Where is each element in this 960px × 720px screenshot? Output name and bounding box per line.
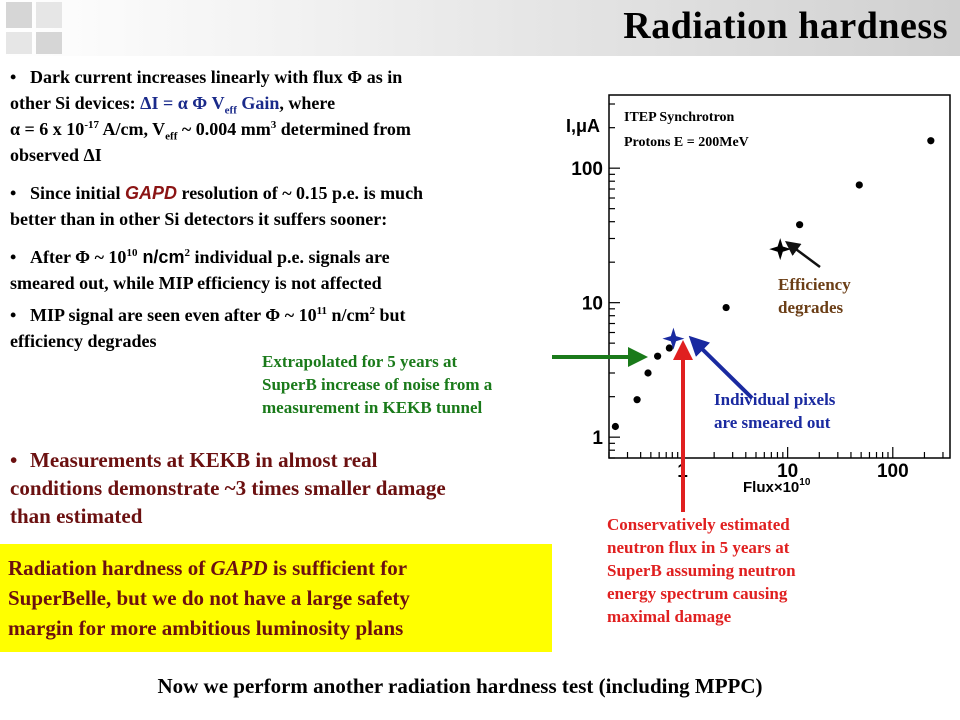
bullet-mip-signal: • MIP signal are seen even after Φ ~ 1011… (10, 302, 570, 354)
chart-legend-line2: Protons E = 200MeV (624, 135, 749, 150)
y-tick-label: 10 (582, 294, 603, 315)
blue-annotation: Individual pixels are smeared out (714, 390, 836, 432)
page-title: Radiation hardness (623, 5, 948, 47)
text-line: other Si devices: (10, 93, 141, 113)
star-marker (769, 238, 792, 261)
text-line: Dark current increases linearly with flu… (30, 67, 403, 87)
chart-legend-line1: ITEP Synchrotron (624, 110, 735, 125)
y-axis-label: I,μA (566, 116, 600, 136)
black-arrow (784, 241, 821, 269)
text-line: α = 6 x 10 (10, 119, 85, 139)
data-point (722, 303, 730, 312)
data-point (855, 181, 863, 189)
formula: ΔI = α Φ Veff Gain (140, 93, 280, 117)
star-marker (662, 327, 685, 350)
y-tick-label: 1 (592, 428, 603, 449)
bullet-smearing: • After Φ ~ 1010 n/cm2 individual p.e. si… (10, 244, 570, 296)
data-point (654, 352, 662, 360)
data-point (665, 344, 673, 352)
data-point (796, 221, 804, 229)
x-axis-label: Flux×1010 (743, 477, 811, 496)
data-point (927, 137, 935, 145)
red-annotation: Conservatively estimated neutron flux in… (607, 515, 796, 626)
text-line: observed ΔI (10, 145, 102, 165)
brown-annotation: Efficiency degrades (778, 275, 851, 317)
text-line: better than in other Si detectors it suf… (10, 209, 388, 229)
text-line: efficiency degrades (10, 331, 157, 351)
title-bar: Radiation hardness (0, 0, 960, 56)
gapd-term: GAPD (125, 183, 178, 203)
logo (6, 2, 62, 54)
bullet-dark-current: • Dark current increases linearly with fl… (10, 64, 570, 168)
x-tick-label: 100 (877, 461, 909, 482)
data-point (611, 422, 619, 431)
text-line: smeared out, while MIP efficiency is not… (10, 273, 382, 293)
conclusion-box: Radiation hardness of GAPD is sufficient… (0, 544, 552, 652)
plot-frame (608, 94, 951, 459)
kekb-bullet: • Measurements at KEKB in almost real con… (10, 448, 446, 528)
bullet-gapd-resolution: • Since initial GAPD resolution of ~ 0.15… (10, 180, 570, 232)
flux-current-chart: I,μA ITEP Synchrotron Protons E = 200MeV… (566, 94, 951, 496)
y-tick-label: 100 (571, 159, 603, 180)
x-tick-label: 10 (777, 461, 798, 482)
blue-arrow (688, 335, 754, 400)
footer-text: Now we perform another radiation hardnes… (157, 674, 763, 698)
data-point (644, 369, 652, 377)
data-point (633, 396, 641, 404)
green-annotation: Extrapolated for 5 years at SuperB incre… (262, 352, 493, 417)
